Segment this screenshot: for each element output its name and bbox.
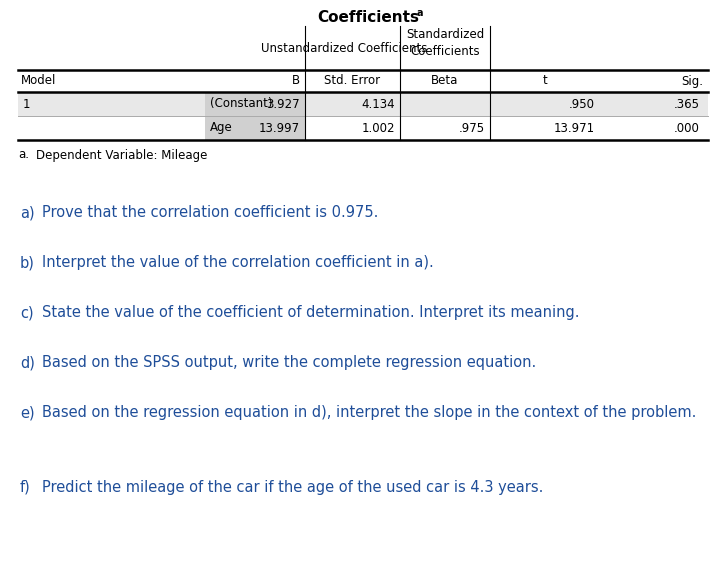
- Bar: [205, 116, 305, 140]
- Text: b): b): [20, 255, 35, 270]
- Text: .365: .365: [674, 98, 700, 111]
- Text: f): f): [20, 480, 30, 495]
- Text: Interpret the value of the correlation coefficient in a).: Interpret the value of the correlation c…: [42, 255, 433, 270]
- Text: Age: Age: [210, 122, 233, 134]
- Text: Predict the mileage of the car if the age of the used car is 4.3 years.: Predict the mileage of the car if the ag…: [42, 480, 543, 495]
- Text: 1.002: 1.002: [362, 122, 395, 134]
- Text: a.: a.: [18, 149, 29, 161]
- Text: t: t: [542, 75, 547, 87]
- Bar: [18, 92, 708, 116]
- Text: Standardized
Coefficients: Standardized Coefficients: [406, 28, 484, 58]
- Text: Based on the regression equation in d), interpret the slope in the context of th: Based on the regression equation in d), …: [42, 405, 696, 420]
- Text: Coefficients: Coefficients: [317, 10, 419, 25]
- Text: 3.927: 3.927: [266, 98, 300, 111]
- Bar: [205, 92, 305, 116]
- Text: 13.997: 13.997: [259, 122, 300, 134]
- Text: (Constant): (Constant): [210, 98, 272, 111]
- Text: 1: 1: [23, 98, 30, 111]
- Text: Unstandardized Coefficients: Unstandardized Coefficients: [261, 41, 427, 55]
- Text: Std. Error: Std. Error: [325, 75, 380, 87]
- Text: Dependent Variable: Mileage: Dependent Variable: Mileage: [36, 149, 208, 161]
- Text: e): e): [20, 405, 35, 420]
- Text: .975: .975: [459, 122, 485, 134]
- Text: d): d): [20, 355, 35, 370]
- Text: State the value of the coefficient of determination. Interpret its meaning.: State the value of the coefficient of de…: [42, 305, 579, 320]
- Text: Model: Model: [21, 75, 57, 87]
- Text: 4.134: 4.134: [362, 98, 395, 111]
- Text: .000: .000: [674, 122, 700, 134]
- Text: 13.971: 13.971: [554, 122, 595, 134]
- Text: B: B: [292, 75, 300, 87]
- Text: Sig.: Sig.: [681, 75, 703, 87]
- Text: Based on the SPSS output, write the complete regression equation.: Based on the SPSS output, write the comp…: [42, 355, 537, 370]
- Text: Prove that the correlation coefficient is 0.975.: Prove that the correlation coefficient i…: [42, 205, 378, 220]
- Text: .950: .950: [569, 98, 595, 111]
- Text: a): a): [20, 205, 35, 220]
- Text: a: a: [417, 8, 423, 18]
- Text: c): c): [20, 305, 33, 320]
- Text: Beta: Beta: [431, 75, 459, 87]
